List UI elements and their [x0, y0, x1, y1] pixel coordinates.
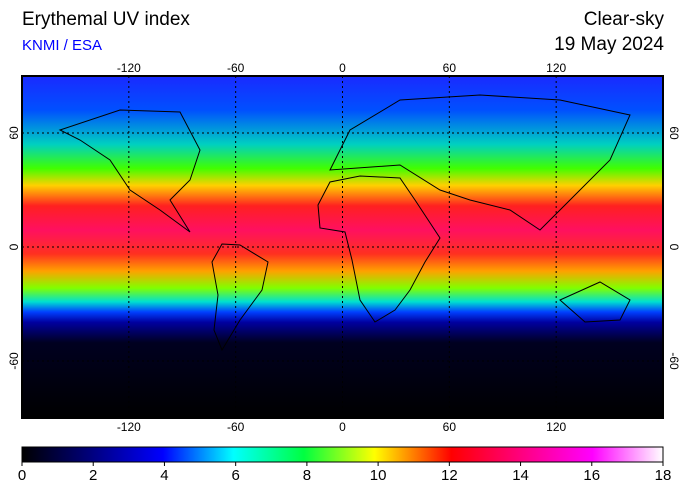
lon-label-top: 120	[546, 61, 566, 75]
lat-label-right: -60	[667, 352, 681, 370]
lat-label-right: 60	[667, 126, 681, 140]
colorbar-label: 10	[370, 467, 387, 484]
sky: Clear-sky	[584, 9, 665, 30]
colorbar-label: 12	[441, 467, 458, 484]
colorbar-label: 14	[512, 467, 529, 484]
lon-label-top: -120	[117, 61, 141, 75]
lat-label-right: 0	[667, 244, 681, 251]
lat-label-left: 60	[7, 126, 21, 140]
lon-label-top: -60	[227, 61, 245, 75]
colorbar-label: 16	[583, 467, 600, 484]
lon-label-bottom: 0	[339, 420, 346, 434]
colorbar-label: 4	[160, 467, 168, 484]
lat-label-left: -60	[7, 352, 21, 370]
colorbar-label: 8	[303, 467, 311, 484]
colorbar-label: 0	[18, 467, 26, 484]
coastlines	[58, 94, 631, 352]
lon-label-bottom: -60	[227, 420, 245, 434]
lon-label-top: 60	[443, 61, 457, 75]
lat-label-left: 0	[7, 243, 21, 250]
colorbar-label: 18	[655, 467, 672, 484]
colorbar-label: 2	[89, 467, 97, 484]
colorbar-label: 6	[231, 467, 239, 484]
colorbar	[21, 446, 664, 463]
lon-label-top: 0	[339, 61, 346, 75]
date: 19 May 2024	[554, 34, 664, 55]
lon-label-bottom: -120	[117, 420, 141, 434]
lon-label-bottom: 120	[546, 420, 566, 434]
source: KNMI / ESA	[22, 37, 102, 54]
lon-label-bottom: 60	[443, 420, 457, 434]
title: Erythemal UV index	[22, 9, 190, 30]
